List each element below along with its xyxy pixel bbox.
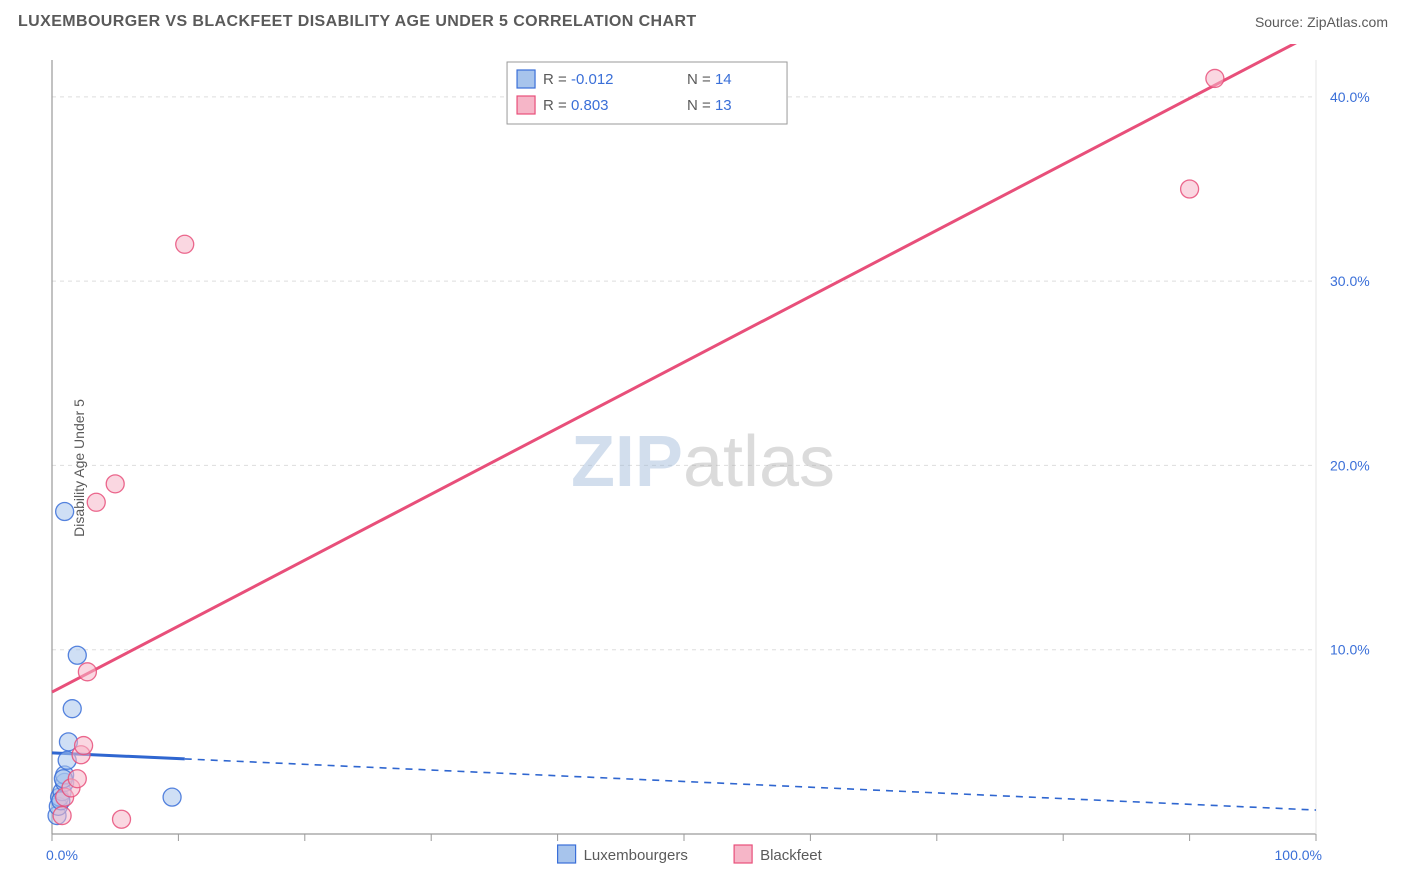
chart-title: LUXEMBOURGER VS BLACKFEET DISABILITY AGE… [18, 13, 697, 31]
data-point [68, 770, 86, 788]
source-label: Source: ZipAtlas.com [1255, 14, 1388, 30]
data-point [63, 700, 81, 718]
trend-line-dashed [185, 759, 1316, 810]
legend-swatch [517, 96, 535, 114]
data-point [75, 737, 93, 755]
data-point [176, 235, 194, 253]
y-tick-label: 10.0% [1330, 642, 1370, 658]
x-tick-label: 0.0% [46, 847, 78, 863]
plot-area: Disability Age Under 5 10.0%20.0%30.0%40… [0, 44, 1406, 892]
legend-swatch [517, 70, 535, 88]
y-axis-label: Disability Age Under 5 [71, 399, 87, 537]
data-point [163, 788, 181, 806]
legend-swatch [558, 845, 576, 863]
data-point [1206, 69, 1224, 87]
data-point [68, 646, 86, 664]
legend-series-label: Luxembourgers [584, 847, 688, 864]
y-tick-label: 20.0% [1330, 457, 1370, 473]
trend-line [52, 44, 1316, 692]
scatter-chart: 10.0%20.0%30.0%40.0%0.0%100.0%ZIPatlasR … [0, 44, 1406, 892]
header-bar: LUXEMBOURGER VS BLACKFEET DISABILITY AGE… [0, 0, 1406, 44]
data-point [87, 493, 105, 511]
y-tick-label: 30.0% [1330, 273, 1370, 289]
watermark: ZIPatlas [571, 422, 835, 502]
data-point [106, 475, 124, 493]
legend-series-label: Blackfeet [760, 847, 823, 864]
data-point [113, 810, 131, 828]
data-point [78, 663, 96, 681]
legend-swatch [734, 845, 752, 863]
y-tick-label: 40.0% [1330, 89, 1370, 105]
data-point [53, 807, 71, 825]
data-point [1181, 180, 1199, 198]
x-tick-label: 100.0% [1275, 847, 1322, 863]
